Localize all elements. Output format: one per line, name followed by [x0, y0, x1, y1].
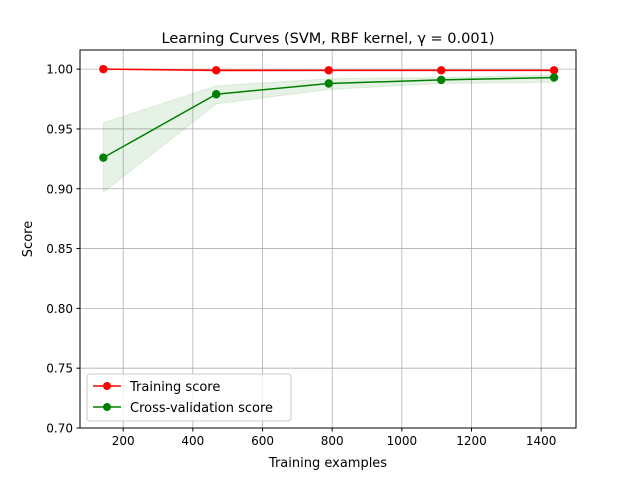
y-tick-label: 1.00	[46, 63, 73, 77]
y-tick-label: 0.80	[46, 302, 73, 316]
y-tick-label: 0.75	[46, 362, 73, 376]
series-lines	[99, 64, 559, 162]
y-tick-label: 0.70	[46, 422, 73, 436]
y-tick-label: 0.85	[46, 242, 73, 256]
data-point-1	[324, 79, 333, 88]
data-point-0	[549, 66, 559, 75]
axis-ticks: 200 400 600 800 1000 1200 1400 0.70 0.75 0.80 0.85…	[46, 63, 556, 448]
x-tick-label: 1200	[456, 434, 487, 448]
chart-title: Learning Curves (SVM, RBF kernel, γ = 0.…	[162, 31, 495, 47]
data-point-1	[99, 153, 108, 162]
legend-marker-cv	[103, 403, 111, 411]
data-point-0	[437, 66, 446, 75]
legend-marker-training	[103, 382, 111, 390]
legend-cv-score: Cross-validation score	[130, 401, 273, 416]
x-tick-label: 400	[181, 434, 204, 448]
x-tick-label: 1000	[387, 434, 418, 448]
data-point-0	[211, 66, 221, 75]
data-point-1	[437, 75, 446, 85]
y-tick-label: 0.95	[46, 122, 73, 136]
plot-frame	[79, 49, 577, 429]
data-point-0	[99, 64, 108, 74]
data-point-0	[324, 66, 333, 75]
data-point-1	[549, 73, 559, 82]
y-tick-label: 0.90	[46, 182, 73, 196]
x-axis-label: Training examples	[268, 456, 387, 471]
data-point-1	[211, 90, 221, 99]
band-1	[102, 74, 555, 194]
x-tick-label: 800	[321, 434, 344, 448]
legend: Training score Cross-validation score	[86, 373, 292, 422]
legend-training-score: Training score	[129, 380, 220, 395]
y-axis-label: Score	[21, 221, 36, 257]
x-tick-label: 600	[251, 434, 274, 448]
x-tick-label: 1400	[526, 434, 557, 448]
x-tick-label: 200	[112, 434, 135, 448]
